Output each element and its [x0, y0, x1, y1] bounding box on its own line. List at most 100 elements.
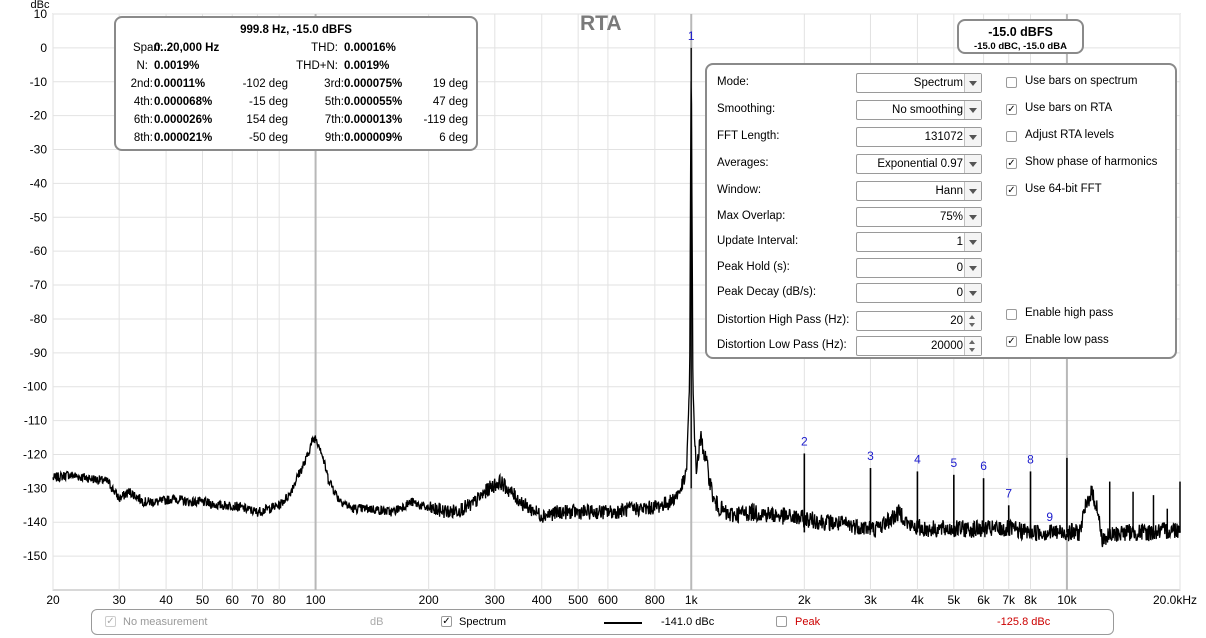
setting-label: Peak Hold (s): — [717, 260, 790, 273]
level-dbfs: -15.0 dBFS — [988, 25, 1053, 39]
chevron-down-icon[interactable] — [964, 233, 981, 251]
y-tick-label: -130 — [23, 481, 47, 495]
setting-checkbox[interactable]: ✓ — [1006, 336, 1017, 347]
harmonic-phase: -15 deg — [248, 96, 288, 108]
harmonic-phase: 154 deg — [246, 114, 288, 126]
setting-value: Hann — [935, 185, 964, 197]
y-axis-label: dBc — [31, 0, 50, 11]
setting-checkbox[interactable]: ✓ — [1006, 158, 1017, 169]
setting-label: Distortion High Pass (Hz): — [717, 313, 850, 326]
x-tick-label: 6k — [977, 593, 991, 607]
setting-dropdown[interactable]: 131072 — [856, 127, 982, 147]
setting-checkbox[interactable]: ✓ — [1006, 104, 1017, 115]
harmonic-phase: -119 deg — [423, 114, 468, 126]
x-tick-label: 3k — [864, 593, 878, 607]
harmonic-marker: 6 — [980, 459, 987, 473]
x-tick-label: 70 — [251, 593, 265, 607]
thdn-label: THD+N: — [296, 60, 338, 72]
y-tick-label: -40 — [30, 176, 48, 190]
chevron-down-icon[interactable] — [964, 74, 981, 92]
setting-value: 75% — [939, 210, 963, 223]
checkbox-label: Use bars on RTA — [1025, 102, 1113, 114]
setting-spinbox[interactable]: 20 — [856, 310, 982, 331]
checkbox-label: Enable high pass — [1025, 307, 1114, 319]
harmonic-marker: 2 — [801, 434, 808, 448]
x-tick-label: 200 — [419, 593, 439, 607]
rta-settings-panel: Mode: Spectrum Smoothing: No smoothing FFT L… — [705, 63, 1177, 359]
setting-checkbox[interactable] — [1006, 309, 1017, 320]
harmonic-phase: -102 deg — [242, 78, 288, 90]
x-tick-label: 500 — [568, 593, 588, 607]
setting-checkbox[interactable] — [1006, 77, 1017, 88]
y-tick-label: -150 — [23, 549, 47, 563]
chart-title: RTA — [580, 12, 622, 35]
harmonic-value: 0.000055% — [344, 96, 403, 108]
setting-dropdown[interactable]: 0 — [856, 257, 982, 278]
setting-value: 131072 — [924, 131, 963, 143]
y-tick-label: -20 — [30, 109, 48, 123]
harmonic-value: 0.000026% — [154, 114, 213, 126]
spectrum-line-swatch — [604, 622, 642, 624]
y-tick-label: -30 — [30, 143, 48, 157]
setting-value: Spectrum — [913, 77, 963, 89]
setting-spinbox[interactable]: 20000 — [856, 336, 982, 356]
x-tick-label: 8k — [1024, 593, 1038, 607]
chevron-down-icon[interactable] — [964, 182, 981, 200]
level-readout[interactable]: -15.0 dBFS -15.0 dBC, -15.0 dBA — [957, 19, 1084, 54]
chevron-down-icon[interactable] — [964, 207, 981, 226]
checkbox-label: Use 64-bit FFT — [1025, 183, 1102, 195]
y-tick-label: -70 — [30, 278, 48, 292]
harmonic-label: 6th: — [133, 114, 153, 126]
setting-label: Averages: — [717, 157, 769, 169]
x-tick-label: 7k — [1002, 593, 1016, 607]
y-tick-label: 10 — [34, 7, 48, 21]
harmonic-label: 9th: — [324, 132, 344, 144]
x-tick-label: 4k — [911, 593, 925, 607]
peak-value: -125.8 dBc — [997, 616, 1051, 628]
setting-label: Window: — [717, 184, 762, 196]
setting-value: No smoothing — [892, 104, 963, 116]
y-tick-label: 0 — [40, 41, 47, 55]
harmonic-label: 4th: — [133, 96, 153, 108]
y-tick-label: -140 — [23, 515, 47, 529]
chevron-down-icon[interactable] — [964, 155, 981, 173]
setting-label: Max Overlap: — [717, 209, 786, 222]
setting-checkbox[interactable]: ✓ — [1006, 185, 1017, 196]
harmonic-value: 0.000013% — [344, 114, 403, 126]
harmonic-phase: -50 deg — [248, 132, 288, 144]
setting-label: Distortion Low Pass (Hz): — [717, 339, 847, 351]
checkbox-label: Adjust RTA levels — [1025, 129, 1115, 141]
chevron-down-icon[interactable] — [964, 128, 981, 146]
setting-dropdown[interactable]: Spectrum — [856, 73, 982, 93]
setting-checkbox[interactable] — [1006, 131, 1017, 142]
setting-value: 20 — [950, 314, 963, 327]
chevron-down-icon[interactable] — [964, 284, 981, 302]
harmonic-phase: 47 deg — [432, 96, 468, 108]
peak-checkbox[interactable] — [776, 616, 787, 627]
harmonic-marker: 5 — [950, 456, 957, 470]
stepper-arrows-icon[interactable] — [964, 337, 981, 355]
setting-dropdown[interactable]: Exponential 0.97 — [856, 154, 982, 174]
setting-dropdown[interactable]: Hann — [856, 181, 982, 201]
y-tick-label: -60 — [30, 244, 48, 258]
harmonic-label: 3rd: — [324, 78, 344, 90]
stepper-arrows-icon[interactable] — [964, 311, 981, 330]
setting-dropdown[interactable]: No smoothing — [856, 100, 982, 120]
harmonic-value: 0.00011% — [154, 78, 206, 90]
x-tick-label: 800 — [645, 593, 665, 607]
chevron-down-icon[interactable] — [964, 258, 981, 277]
setting-dropdown[interactable]: 75% — [856, 206, 982, 227]
setting-dropdown[interactable]: 0 — [856, 283, 982, 303]
setting-dropdown[interactable]: 1 — [856, 232, 982, 252]
x-tick-label: 40 — [159, 593, 173, 607]
distortion-panel: 999.8 Hz, -15.0 dBFS Span: 0..20,000 Hz … — [114, 16, 478, 151]
chevron-down-icon[interactable] — [964, 101, 981, 119]
span-label: Span: — [132, 42, 163, 54]
legend-bar: ✓ No measurement dB ✓ Spectrum -141.0 dB… — [91, 609, 1114, 635]
spectrum-checkbox[interactable]: ✓ — [441, 616, 452, 627]
no-measurement-checkbox[interactable]: ✓ — [105, 616, 116, 627]
setting-value: 0 — [956, 287, 963, 299]
harmonic-marker: 8 — [1027, 452, 1034, 466]
level-weighted: -15.0 dBC, -15.0 dBA — [974, 41, 1067, 52]
harmonic-value: 0.000068% — [154, 96, 213, 108]
